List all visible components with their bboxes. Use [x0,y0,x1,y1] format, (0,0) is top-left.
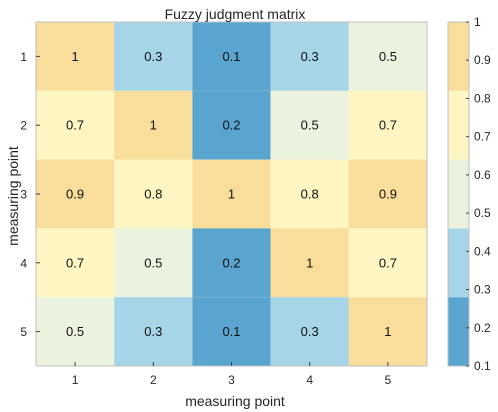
heatmap-cell-r5-c3 [192,297,271,366]
heatmap-cell-r3-c5 [348,159,427,229]
heatmap-cell-r3-c4 [270,159,349,229]
heatmap-cell-r4-c5 [348,228,427,298]
x-tick-label: 2 [150,373,157,387]
colorbar-segment [448,297,469,366]
cell-value-label-r4-c1: 0.7 [66,255,84,270]
cell-value-label-r1-c3: 0.1 [222,49,240,64]
cell-value-label-r3-c1: 0.9 [66,187,84,202]
colorbar-segment [448,228,469,298]
x-axis-label: measuring point [185,393,285,409]
x-tick-label: 3 [228,373,235,387]
cell-value-label-r1-c5: 0.5 [379,49,397,64]
cell-value-label-r1-c4: 0.3 [301,49,319,64]
heatmap-cell-r5-c1 [36,297,115,366]
heatmap-cell-r3-c1 [36,159,115,229]
cell-value-label-r4-c3: 0.2 [222,255,240,270]
cell-value-label-r5-c1: 0.5 [66,324,84,339]
y-tick-label: 2 [20,119,27,133]
heatmap-cell-r2-c5 [348,90,427,160]
heatmap-cell-r4-c3 [192,228,271,298]
cell-value-label-r2-c2: 1 [150,118,157,133]
cell-value-label-r3-c4: 0.8 [301,187,319,202]
colorbar-tick-label: 0.7 [474,130,491,144]
cell-value-label-r3-c5: 0.9 [379,187,397,202]
colorbar [447,21,470,367]
heatmap-cell-r1-c1 [36,22,115,91]
heatmap-cell-r2-c4 [270,90,349,160]
colorbar-tick-label: 0.9 [474,53,491,67]
cell-value-label-r1-c1: 1 [71,49,78,64]
cell-value-label-r4-c5: 0.7 [379,255,397,270]
cell-value-label-r3-c3: 1 [228,187,235,202]
heatmap-cell-r1-c3 [192,22,271,91]
x-tick-label: 5 [385,373,392,387]
heatmap-cell-r5-c4 [270,297,349,366]
colorbar-segment [448,90,469,160]
heatmap-cell-r3-c3 [192,159,271,229]
colorbar-border [447,21,470,367]
cell-value-label-r5-c2: 0.3 [144,324,162,339]
colorbar-tick-label: 0.5 [474,206,491,220]
heatmap-cell-r2-c2 [114,90,193,160]
heatmap-cell-r4-c4 [270,228,349,298]
colorbar-tick-label: 0.4 [474,244,491,258]
cell-value-label-r4-c4: 1 [306,255,313,270]
cell-value-label-r5-c5: 1 [384,324,391,339]
heatmap-cell-r4-c1 [36,228,115,298]
cell-value-label-r2-c3: 0.2 [222,118,240,133]
heatmap-cell-r5-c2 [114,297,193,366]
x-axis-ticks: 1 2 3 4 5 [72,362,392,387]
cell-value-label-r2-c5: 0.7 [379,118,397,133]
chart-title: Fuzzy judgment matrix [165,6,306,22]
colorbar-segment [448,22,469,91]
cell-value-label-r5-c3: 0.1 [222,324,240,339]
cell-value-label-r4-c2: 0.5 [144,255,162,270]
colorbar-tick-label: 0.3 [474,283,491,297]
colorbar-tick-label: 0.6 [474,168,491,182]
heatmap-cells [35,21,428,367]
colorbar-segment [448,159,469,229]
heatmap-cell-r3-c2 [114,159,193,229]
y-tick-label: 5 [20,325,27,339]
heatmap-cell-r4-c2 [114,228,193,298]
y-axis-label: measuring point [5,146,21,246]
heatmap-cell-r2-c3 [192,90,271,160]
heatmap-cell-r1-c4 [270,22,349,91]
y-axis-ticks: 1 2 3 4 5 [20,50,40,339]
heatmap-cell-r2-c1 [36,90,115,160]
cell-value-label-r2-c1: 0.7 [66,118,84,133]
y-tick-label: 1 [20,50,27,64]
y-tick-label: 3 [20,188,27,202]
colorbar-tick-label: 0.2 [474,321,491,335]
x-tick-label: 4 [306,373,313,387]
colorbar-tick-label: 1 [474,15,481,29]
heatmap-cell-labels: 1 0.3 0.1 0.3 0.5 0.7 1 0.2 0.5 0.7 0.9 0.8 1 0.8 0.9 0… [66,49,397,339]
heatmap-cell-r5-c5 [348,297,427,366]
x-tick-label: 1 [72,373,79,387]
colorbar-tick-label: 0.8 [474,91,491,105]
colorbar-tick-label: 0.1 [474,359,491,373]
colorbar-ticks: 1 0.9 0.8 0.7 0.6 0.5 0.4 0.3 0.2 0.1 [466,15,491,373]
heatmap-cell-r1-c2 [114,22,193,91]
cell-value-label-r1-c2: 0.3 [144,49,162,64]
cell-value-label-r3-c2: 0.8 [144,187,162,202]
cell-value-label-r5-c4: 0.3 [301,324,319,339]
cell-value-label-r2-c4: 0.5 [301,118,319,133]
y-tick-label: 4 [20,256,27,270]
heatmap-cell-r1-c5 [348,22,427,91]
